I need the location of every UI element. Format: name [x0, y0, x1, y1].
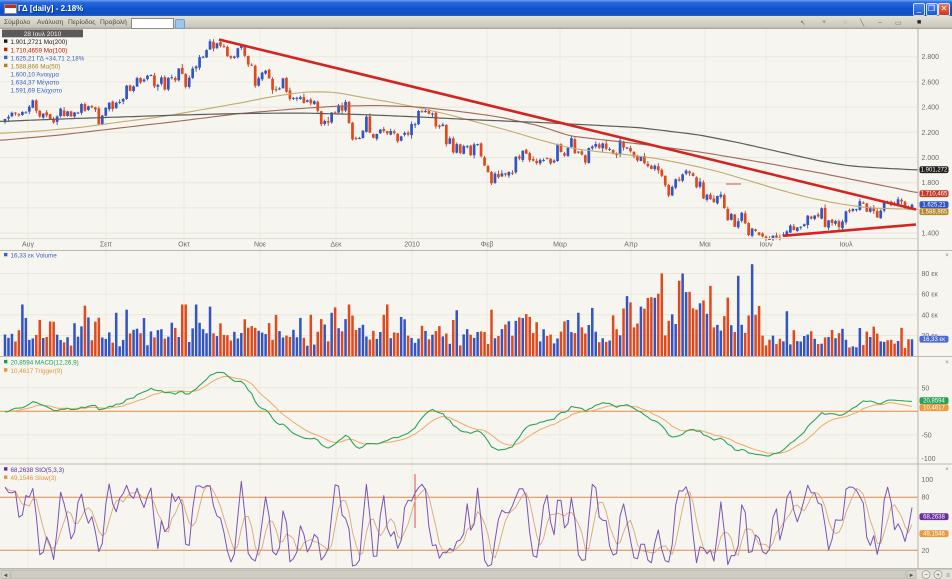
svg-text:Νοε: Νοε — [254, 242, 266, 249]
svg-text:Απρ: Απρ — [624, 242, 637, 249]
svg-text:16,33 εκ Volume: 16,33 εκ Volume — [11, 253, 58, 260]
svg-text:49,1546: 49,1546 — [923, 532, 945, 538]
svg-text:68,2638 StO(5,3,3): 68,2638 StO(5,3,3) — [11, 467, 65, 474]
svg-text:1.901,2721 Μα(200): 1.901,2721 Μα(200) — [11, 39, 68, 46]
svg-text:Ιουν: Ιουν — [759, 242, 773, 249]
svg-text:-50: -50 — [922, 432, 932, 439]
svg-text:100: 100 — [922, 477, 934, 484]
svg-text:1.901,272: 1.901,272 — [921, 168, 948, 174]
svg-text:2.400: 2.400 — [922, 105, 940, 112]
svg-text:1.710,4659 Μα(100): 1.710,4659 Μα(100) — [11, 47, 68, 54]
svg-text:Ιουλ: Ιουλ — [839, 242, 853, 249]
svg-text:68,2638: 68,2638 — [923, 515, 945, 521]
svg-text:Μαι: Μαι — [699, 242, 711, 249]
svg-text:►: ► — [909, 573, 915, 579]
svg-text:×: × — [945, 359, 949, 366]
svg-text:1.625,21 ΓΔ +34,71 2,18%: 1.625,21 ΓΔ +34,71 2,18% — [11, 55, 85, 62]
svg-text:1.800: 1.800 — [922, 180, 940, 187]
svg-text:≡: ≡ — [946, 573, 950, 579]
svg-text:2.800: 2.800 — [922, 54, 940, 61]
svg-text:+: + — [936, 572, 940, 579]
svg-text:40 εκ: 40 εκ — [922, 312, 939, 319]
svg-text:10,4617: 10,4617 — [923, 406, 945, 412]
svg-text:50: 50 — [922, 385, 930, 392]
svg-text:Οκτ: Οκτ — [178, 242, 190, 249]
svg-text:1.625,21: 1.625,21 — [922, 203, 946, 209]
svg-text:16,33 εκ: 16,33 εκ — [923, 337, 946, 343]
svg-text:28 Ιουλ 2010: 28 Ιουλ 2010 — [24, 31, 62, 38]
svg-text:×: × — [945, 466, 949, 473]
svg-text:2.200: 2.200 — [922, 130, 940, 137]
svg-text:20,8594: 20,8594 — [923, 399, 945, 405]
svg-text:1.588,865: 1.588,865 — [921, 210, 948, 216]
svg-text:1.591,69 Ελάχιστο: 1.591,69 Ελάχιστο — [11, 86, 63, 94]
svg-text:80 εκ: 80 εκ — [922, 271, 939, 278]
svg-text:20: 20 — [922, 548, 930, 555]
svg-text:−: − — [924, 572, 928, 579]
svg-text:Μαρ: Μαρ — [553, 242, 567, 249]
svg-text:1.400: 1.400 — [922, 231, 940, 238]
svg-text:◄: ◄ — [3, 573, 9, 579]
svg-text:Δεκ: Δεκ — [330, 242, 342, 249]
svg-text:-100: -100 — [922, 456, 936, 463]
svg-text:Σεπ: Σεπ — [100, 242, 112, 249]
svg-text:49,1546 Slow(3): 49,1546 Slow(3) — [11, 475, 57, 482]
svg-text:Φεβ: Φεβ — [481, 242, 494, 249]
svg-text:1.710,465: 1.710,465 — [921, 192, 948, 198]
svg-text:60 εκ: 60 εκ — [922, 292, 939, 299]
svg-text:80: 80 — [922, 495, 930, 502]
svg-text:1.634,37 Μέγιστο: 1.634,37 Μέγιστο — [11, 78, 60, 86]
svg-text:2.000: 2.000 — [922, 155, 940, 162]
svg-text:2010: 2010 — [404, 242, 420, 249]
svg-text:20,8594 MACD(12,26,9): 20,8594 MACD(12,26,9) — [11, 360, 79, 367]
svg-text:10,4617 Trigger(9): 10,4617 Trigger(9) — [11, 368, 63, 375]
svg-text:2.600: 2.600 — [922, 79, 940, 86]
svg-text:1.600,10 Άνοιγμα: 1.600,10 Άνοιγμα — [11, 71, 60, 78]
svg-text:1.588,866 Μα(50): 1.588,866 Μα(50) — [11, 63, 61, 70]
svg-text:×: × — [945, 252, 949, 259]
svg-text:Αυγ: Αυγ — [22, 242, 34, 249]
